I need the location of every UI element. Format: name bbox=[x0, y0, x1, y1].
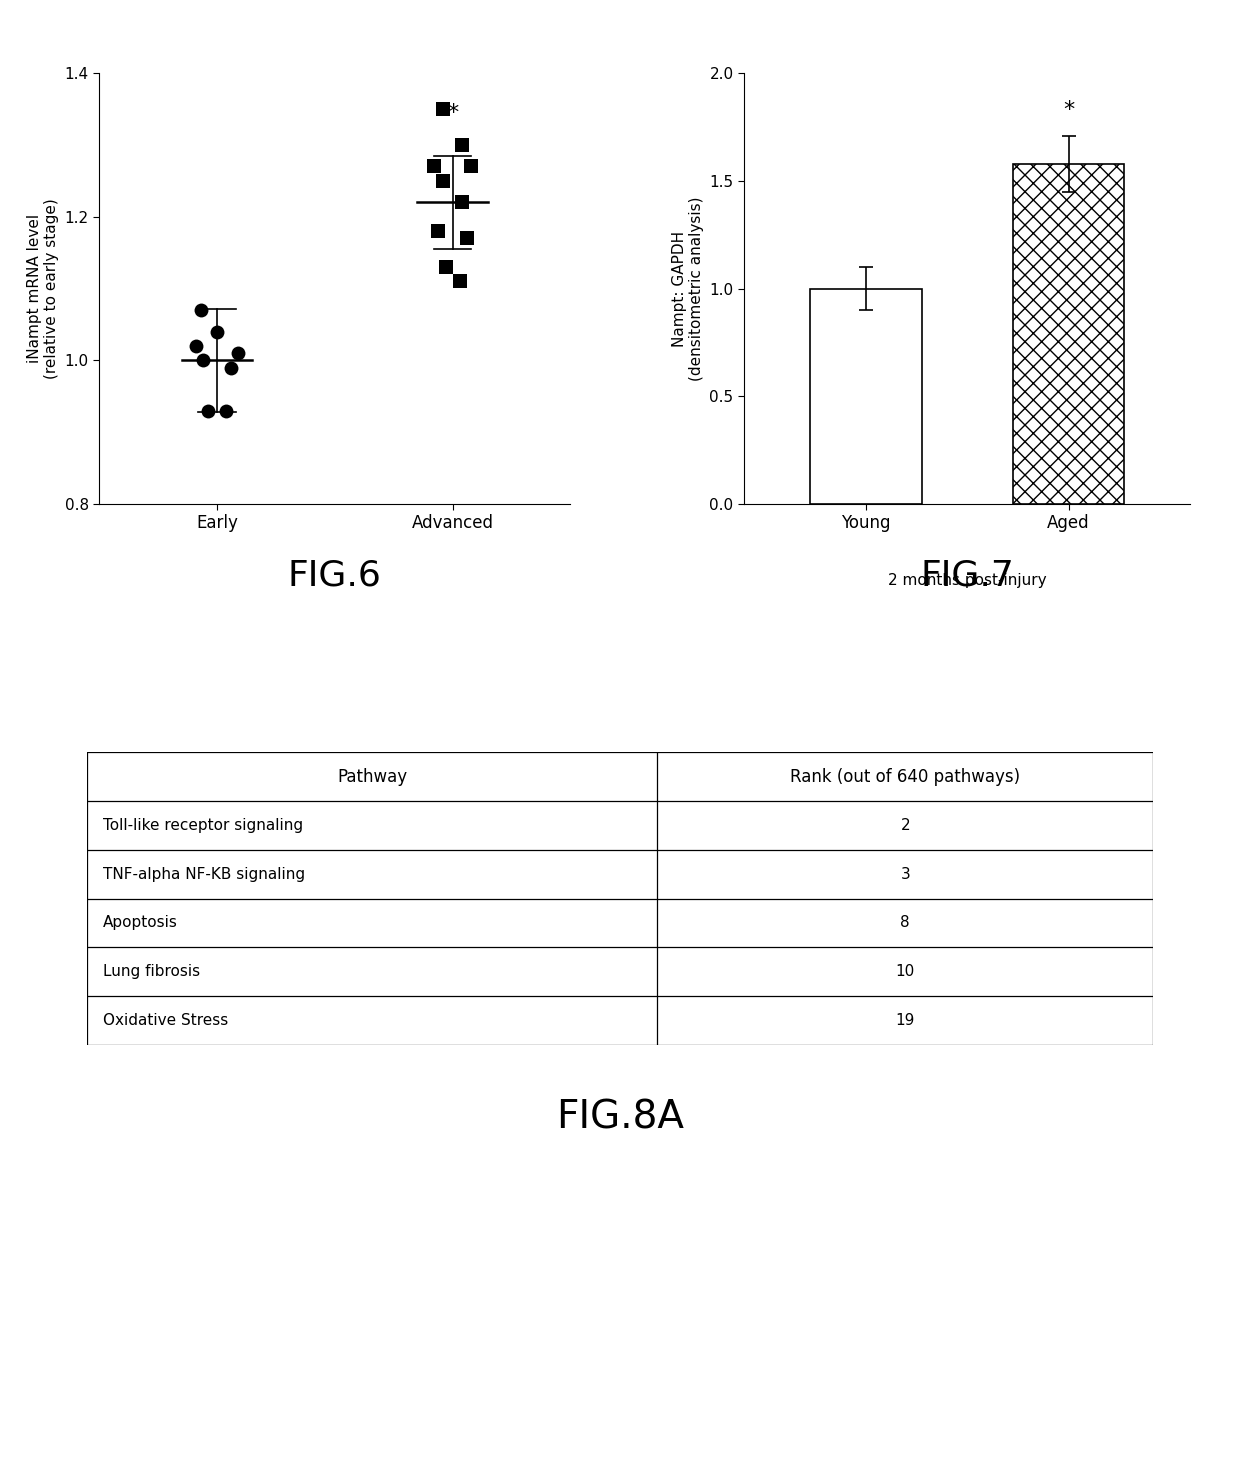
Text: Rank (out of 640 pathways): Rank (out of 640 pathways) bbox=[790, 768, 1021, 786]
Point bbox=[193, 349, 213, 373]
Point bbox=[424, 155, 444, 178]
Point bbox=[228, 342, 248, 365]
Point bbox=[461, 155, 481, 178]
Y-axis label: iNampt mRNA level
(relative to early stage): iNampt mRNA level (relative to early sta… bbox=[27, 199, 60, 378]
Text: *: * bbox=[446, 104, 459, 123]
Point bbox=[433, 169, 453, 193]
Text: FIG.6: FIG.6 bbox=[288, 558, 382, 592]
Bar bbox=[1013, 164, 1125, 504]
Text: 2 months post-injury: 2 months post-injury bbox=[888, 573, 1047, 587]
Point bbox=[453, 133, 472, 156]
Point bbox=[186, 335, 206, 358]
Point bbox=[456, 226, 476, 250]
Point bbox=[429, 219, 449, 243]
Point bbox=[433, 98, 453, 121]
Point bbox=[435, 256, 455, 279]
Text: Lung fibrosis: Lung fibrosis bbox=[103, 964, 200, 979]
Text: 3: 3 bbox=[900, 866, 910, 881]
Text: 19: 19 bbox=[895, 1012, 915, 1027]
Text: FIG.8A: FIG.8A bbox=[556, 1099, 684, 1137]
Text: Oxidative Stress: Oxidative Stress bbox=[103, 1012, 228, 1027]
Text: 10: 10 bbox=[895, 964, 915, 979]
Point bbox=[221, 356, 241, 380]
Point bbox=[217, 399, 237, 422]
Point bbox=[197, 399, 217, 422]
Bar bbox=[810, 288, 921, 504]
Point bbox=[450, 270, 470, 294]
Point bbox=[207, 320, 227, 343]
Text: Toll-like receptor signaling: Toll-like receptor signaling bbox=[103, 818, 303, 833]
Text: 8: 8 bbox=[900, 916, 910, 931]
Text: 2: 2 bbox=[900, 818, 910, 833]
Text: Pathway: Pathway bbox=[337, 768, 407, 786]
Point bbox=[453, 191, 472, 215]
Y-axis label: Nampt: GAPDH
(densitometric analysis): Nampt: GAPDH (densitometric analysis) bbox=[672, 196, 704, 381]
Text: Apoptosis: Apoptosis bbox=[103, 916, 177, 931]
Text: TNF-alpha NF-KB signaling: TNF-alpha NF-KB signaling bbox=[103, 866, 305, 881]
Text: FIG.7: FIG.7 bbox=[920, 558, 1014, 592]
Text: *: * bbox=[1063, 101, 1074, 120]
Point bbox=[191, 298, 211, 321]
